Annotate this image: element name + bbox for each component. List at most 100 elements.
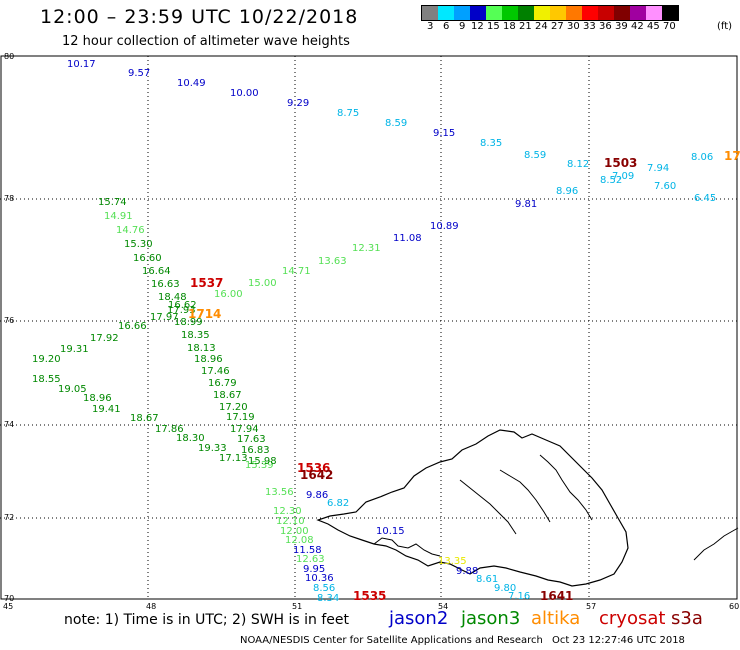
- color-swatch: [486, 6, 502, 20]
- color-swatch: [534, 6, 550, 20]
- wave-height-label: 9.15: [433, 128, 455, 139]
- coast-detail-5: [693, 527, 739, 561]
- wave-height-label: 16.62: [168, 300, 197, 311]
- wave-height-label: 13.56: [265, 487, 294, 498]
- coast-detail-3: [499, 469, 551, 523]
- footer-note: note: 1) Time is in UTC; 2) SWH is in fe…: [64, 612, 350, 628]
- lon-tick-label: 48: [146, 602, 156, 611]
- wave-height-label: 8.59: [385, 118, 407, 129]
- color-scale-label: 70: [663, 21, 676, 32]
- wave-height-label: 19.41: [92, 404, 121, 415]
- satellite-legend-jason2: jason2: [389, 608, 449, 629]
- wave-height-label: 9.57: [128, 68, 150, 79]
- wave-height-label: 10.00: [230, 88, 259, 99]
- wave-height-label: 8.12: [567, 159, 589, 170]
- pass-time-label: 1641: [540, 589, 573, 603]
- wave-height-label: 8.61: [476, 574, 498, 585]
- wave-height-label: 6.45: [694, 193, 716, 204]
- wave-height-label: 6.82: [327, 498, 349, 509]
- color-scale-label: 24: [535, 21, 548, 32]
- wave-height-label: 16.64: [142, 266, 171, 277]
- wave-height-label: 17.92: [90, 333, 119, 344]
- color-swatch: [422, 6, 438, 20]
- wave-height-label: 16.63: [151, 279, 180, 290]
- wave-height-label: 17.20: [219, 402, 248, 413]
- wave-height-label: 8.34: [317, 593, 339, 604]
- generated-timestamp: Oct 23 12:27:46 UTC 2018: [552, 635, 685, 646]
- color-scale-label: 9: [459, 21, 466, 32]
- wave-height-label: 18.35: [181, 330, 210, 341]
- wave-height-label: 8.59: [524, 150, 546, 161]
- wave-height-label: 9.95: [303, 564, 325, 575]
- color-swatch: [438, 6, 454, 20]
- satellite-legend-cryosat: cryosat: [599, 608, 666, 629]
- wave-height-label: 10.49: [177, 78, 206, 89]
- wave-height-label: 12.00: [280, 526, 309, 537]
- pass-time-label: 1642: [300, 468, 333, 482]
- wave-height-label: 8.35: [480, 138, 502, 149]
- wave-height-label: 17.13: [219, 453, 248, 464]
- color-swatch: [582, 6, 598, 20]
- coast-detail-2: [539, 454, 593, 521]
- satellite-legend-altika: altika: [531, 608, 581, 629]
- greenland-coastline: [316, 429, 629, 587]
- wave-height-label: 12.10: [276, 516, 305, 527]
- wave-height-label: 15.98: [248, 456, 277, 467]
- wave-height-label: 17.94: [230, 424, 259, 435]
- lat-tick-label: 70: [4, 594, 14, 603]
- wave-height-label: 19.31: [60, 344, 89, 355]
- color-swatch: [454, 6, 470, 20]
- wave-height-label: 8.75: [337, 108, 359, 119]
- wave-height-label: 17.63: [237, 434, 266, 445]
- color-scale-label: 6: [443, 21, 450, 32]
- wave-height-label: 17.19: [226, 412, 255, 423]
- wave-height-label: 19.05: [58, 384, 87, 395]
- color-swatch: [502, 6, 518, 20]
- wave-height-label: 12.63: [296, 554, 325, 565]
- pass-time-label: 17: [724, 149, 740, 163]
- wave-height-label: 13.35: [438, 556, 467, 567]
- pass-time-label: 1535: [353, 589, 386, 603]
- wave-height-label: 10.15: [376, 526, 405, 537]
- lat-tick-label: 72: [4, 513, 14, 522]
- color-scale-label: 36: [599, 21, 612, 32]
- wave-height-label: 18.67: [213, 390, 242, 401]
- credit-line: NOAA/NESDIS Center for Satellite Applica…: [240, 635, 543, 646]
- wave-height-label: 16.60: [133, 253, 162, 264]
- satellite-legend-s3a: s3a: [671, 608, 703, 629]
- wave-height-label: 7.16: [508, 591, 530, 602]
- wave-height-label: 17.46: [201, 366, 230, 377]
- wave-height-label: 9.88: [456, 566, 478, 577]
- altimeter-tracks: 10.17 9.57 10.49 10.00 9.29 9.15 9.81 10.89 11.0…: [32, 59, 740, 604]
- wave-height-label: 14.71: [282, 266, 311, 277]
- wave-height-label: 16.66: [118, 321, 147, 332]
- wave-height-label: 14.91: [104, 211, 133, 222]
- wave-height-label: 8.06: [691, 152, 713, 163]
- wave-height-label: 13.63: [318, 256, 347, 267]
- wave-height-label: 17.93: [167, 305, 196, 316]
- color-swatch: [470, 6, 486, 20]
- lat-tick-label: 78: [4, 194, 14, 203]
- wave-height-label: 15.30: [124, 239, 153, 250]
- wave-height-label: 7.60: [654, 181, 676, 192]
- wave-height-label: 18.30: [176, 433, 205, 444]
- wave-height-label: 16.00: [214, 289, 243, 300]
- lat-tick-label: 80: [4, 52, 14, 61]
- lon-tick-label: 60: [729, 602, 739, 611]
- lon-tick-label: 45: [3, 602, 13, 611]
- wave-height-label: 7.94: [647, 163, 669, 174]
- wave-height-label: 12.08: [285, 535, 314, 546]
- lon-tick-label: 54: [438, 602, 448, 611]
- wave-height-label: 10.36: [305, 573, 334, 584]
- wave-height-label: 15.39: [245, 460, 274, 471]
- wave-height-label: 15.74: [98, 197, 127, 208]
- wave-height-label: 17.97: [150, 312, 179, 323]
- pass-time-label: 1536: [297, 461, 330, 475]
- wave-height-label: 18.67: [130, 413, 159, 424]
- wave-height-label: 10.17: [67, 59, 96, 70]
- color-scale-bar: [421, 5, 679, 21]
- color-scale-label: 3: [427, 21, 434, 32]
- wave-height-label: 16.79: [208, 378, 237, 389]
- wave-height-label: 18.99: [174, 317, 203, 328]
